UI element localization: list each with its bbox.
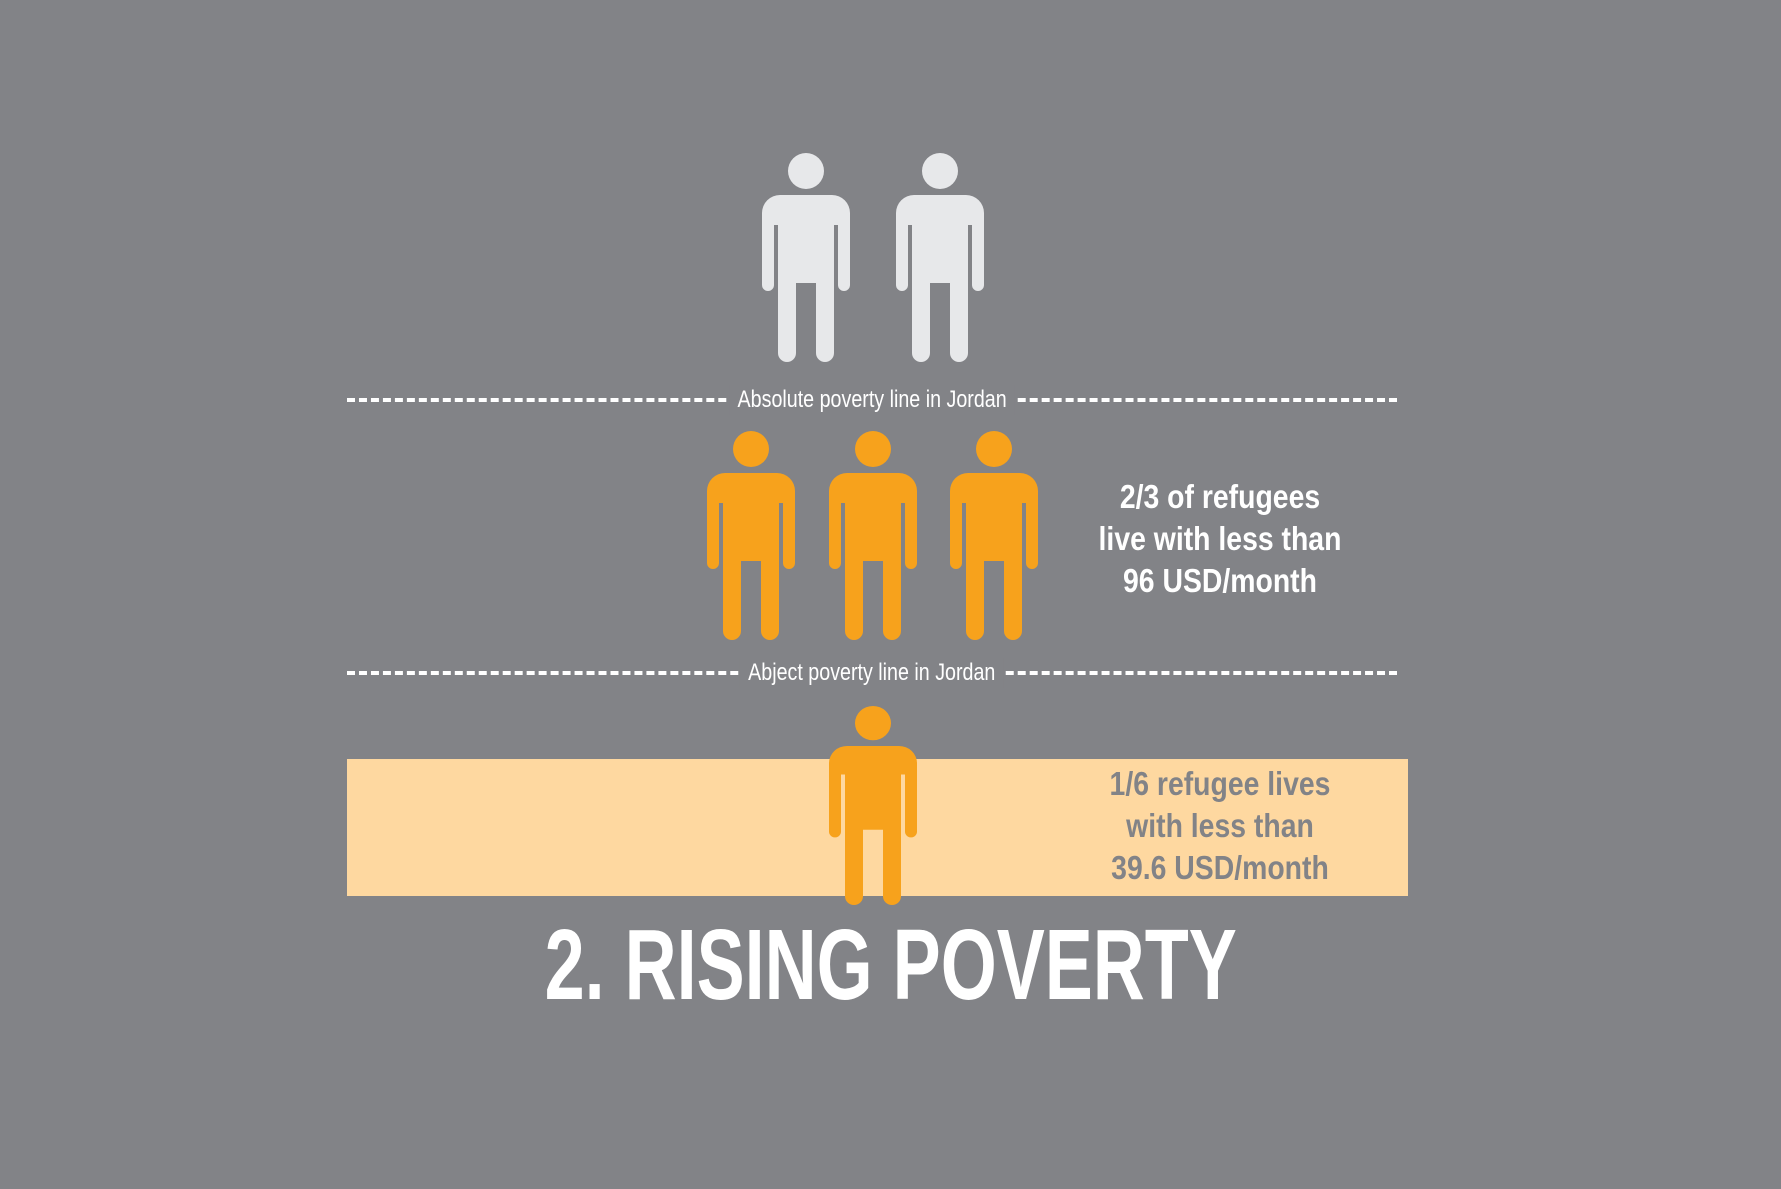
person-icon-between-2 [829, 431, 917, 640]
stat-one-sixth-line2: with less than [1126, 807, 1314, 844]
stat-two-thirds-line2: live with less than [1098, 520, 1342, 557]
person-icon-above-2 [896, 153, 984, 362]
stat-two-thirds-line3: 96 USD/month [1123, 562, 1317, 599]
stat-one-sixth-line1: 1/6 refugee lives [1109, 765, 1331, 802]
abject-poverty-line: Abject poverty line in Jordan [347, 658, 1397, 688]
page-title: 2. RISING POVERTY [0, 900, 1781, 1030]
stat-two-thirds: 2/3 of refugees live with less than 96 U… [1060, 476, 1380, 602]
absolute-poverty-line: Absolute poverty line in Jordan [347, 385, 1397, 415]
page-title-text: 2. RISING POVERTY [544, 909, 1237, 1021]
stat-one-sixth-line3: 39.6 USD/month [1111, 849, 1329, 886]
absolute-poverty-line-label: Absolute poverty line in Jordan [729, 385, 1015, 415]
stat-one-sixth: 1/6 refugee lives with less than 39.6 US… [1060, 763, 1380, 889]
person-icon-between-1 [707, 431, 795, 640]
person-icon-below [829, 706, 917, 905]
abject-poverty-line-label: Abject poverty line in Jordan [740, 658, 1004, 688]
stat-two-thirds-line1: 2/3 of refugees [1119, 478, 1321, 515]
person-icon-above-1 [762, 153, 850, 362]
person-icon-between-3 [950, 431, 1038, 640]
